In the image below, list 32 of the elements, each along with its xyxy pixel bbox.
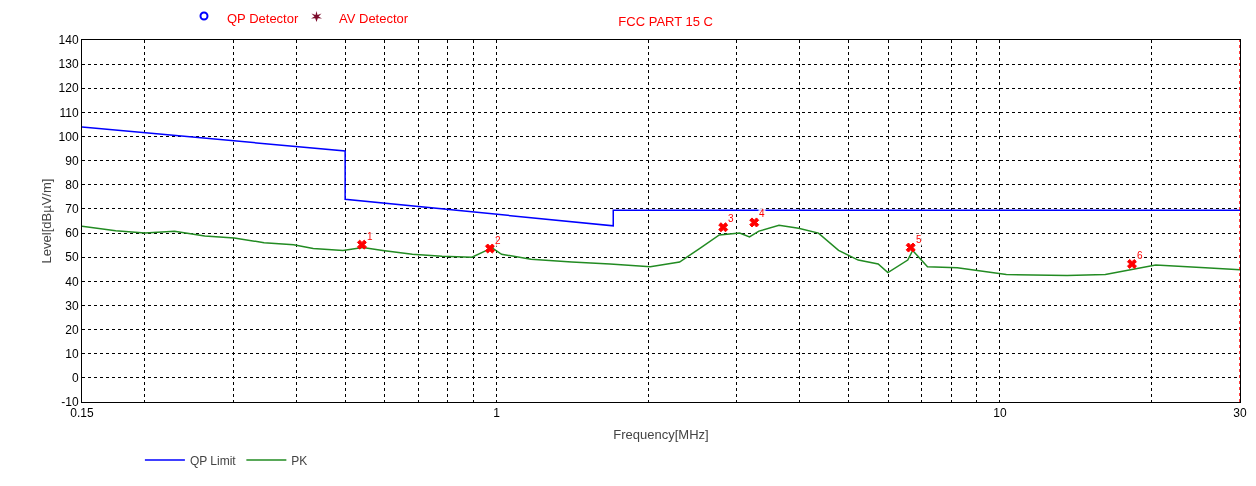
y-tick-label: 60 xyxy=(65,226,79,241)
x-tick-label: 10 xyxy=(993,406,1007,421)
y-axis-title: Level[dBµV/m] xyxy=(38,178,54,264)
y-tick-label: 120 xyxy=(58,81,79,96)
text: QP Detector xyxy=(227,11,299,26)
y-tick-label: 30 xyxy=(65,298,79,313)
legend-label: QP Limit xyxy=(189,453,237,468)
y-tick-label: 20 xyxy=(65,322,79,337)
y-tick-label: 80 xyxy=(65,178,79,192)
y-tick-label: 0 xyxy=(71,371,79,386)
y-tick-label: 100 xyxy=(58,129,79,144)
text: AV Detector xyxy=(339,11,409,26)
x-axis-title: Frequency[MHz] xyxy=(613,427,709,442)
annotation: 5 xyxy=(916,234,922,245)
y-tick-label: 110 xyxy=(59,105,79,120)
y-tick-label: 40 xyxy=(65,274,79,289)
x-tick-label: 1 xyxy=(493,406,501,421)
annotation: 2 xyxy=(495,235,501,246)
x-tick-label: 0.15 xyxy=(70,406,94,421)
legend-label: PK xyxy=(291,453,308,468)
y-tick-label: 90 xyxy=(65,153,79,168)
annotation: 3 xyxy=(728,213,734,224)
x-tick-label: 30 xyxy=(1233,406,1247,421)
annotation: 6 xyxy=(1137,250,1143,261)
y-tick-label: 130 xyxy=(58,57,79,72)
y-tick-label: 140 xyxy=(58,33,79,48)
chart-title: FCC PART 15 C xyxy=(618,14,713,30)
y-tick-label: 70 xyxy=(65,202,79,217)
annotation: 1 xyxy=(367,231,373,242)
y-tick-label: 10 xyxy=(65,346,79,361)
y-tick-label: 50 xyxy=(65,250,79,265)
annotation: 4 xyxy=(759,208,765,219)
